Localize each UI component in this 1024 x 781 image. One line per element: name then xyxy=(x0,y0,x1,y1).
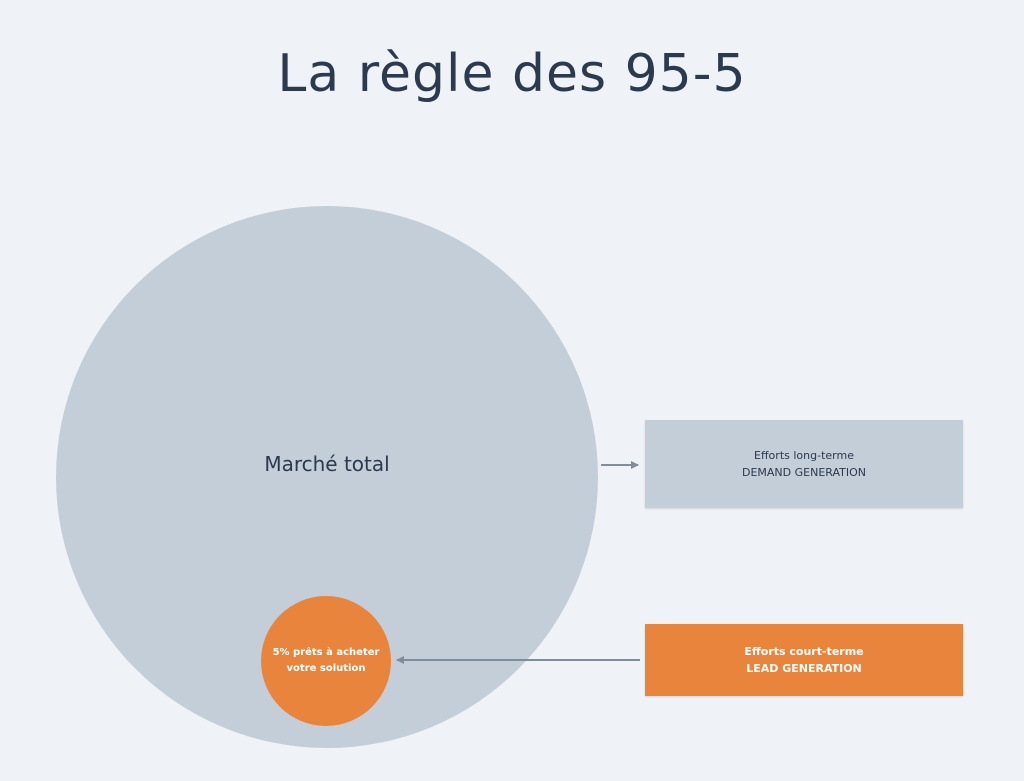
total-market-label: Marché total xyxy=(264,452,390,476)
page-title: La règle des 95-5 xyxy=(277,44,747,104)
lead-box-line1: Efforts court-terme xyxy=(744,645,864,658)
ready-to-buy-circle: 5% prêts à acheter votre solution xyxy=(261,596,391,726)
ready-to-buy-label-line2: votre solution xyxy=(286,663,366,674)
ready-to-buy-label-line1: 5% prêts à acheter xyxy=(272,647,380,658)
lead-box-line2: LEAD GENERATION xyxy=(746,662,862,675)
lead-generation-box: Efforts court-terme LEAD GENERATION xyxy=(645,624,963,696)
demand-generation-box: Efforts long-terme DEMAND GENERATION xyxy=(645,420,963,508)
demand-box-line1: Efforts long-terme xyxy=(754,449,854,462)
demand-box-line2: DEMAND GENERATION xyxy=(741,466,866,479)
